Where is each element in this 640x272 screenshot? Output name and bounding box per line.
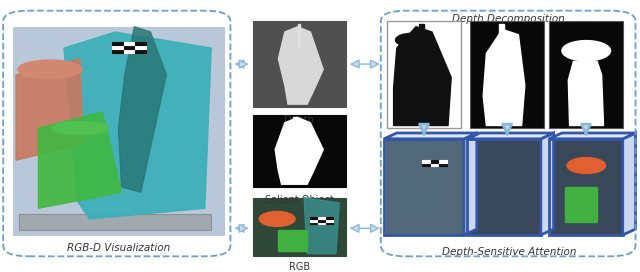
- Polygon shape: [275, 118, 323, 184]
- Bar: [386, 139, 463, 234]
- Bar: [19, 214, 211, 230]
- Circle shape: [567, 157, 605, 174]
- Bar: [422, 160, 430, 163]
- Bar: [470, 21, 544, 128]
- Text: Salient Object: Salient Object: [265, 195, 333, 205]
- Polygon shape: [384, 133, 477, 139]
- Circle shape: [562, 41, 611, 61]
- Bar: [387, 21, 461, 128]
- Bar: [326, 219, 333, 222]
- Bar: [422, 163, 430, 166]
- Bar: [124, 50, 134, 53]
- Bar: [253, 197, 346, 256]
- Polygon shape: [419, 24, 424, 48]
- Bar: [253, 115, 346, 187]
- Polygon shape: [278, 230, 307, 251]
- Bar: [431, 163, 438, 166]
- Text: RGB-D Visualization: RGB-D Visualization: [67, 243, 170, 253]
- Bar: [551, 139, 621, 234]
- Ellipse shape: [51, 122, 109, 135]
- Polygon shape: [394, 27, 451, 125]
- Bar: [135, 50, 146, 53]
- Polygon shape: [565, 187, 597, 222]
- Bar: [439, 160, 447, 163]
- Bar: [326, 222, 333, 224]
- Polygon shape: [499, 24, 504, 51]
- Circle shape: [396, 33, 428, 47]
- Polygon shape: [483, 29, 525, 125]
- Bar: [549, 21, 623, 128]
- Bar: [326, 217, 333, 219]
- Bar: [431, 160, 438, 163]
- Bar: [13, 27, 224, 235]
- Polygon shape: [467, 133, 554, 139]
- Polygon shape: [549, 133, 636, 139]
- Text: Depth Decomposition: Depth Decomposition: [452, 14, 565, 24]
- Bar: [135, 46, 146, 50]
- Bar: [310, 222, 317, 224]
- Bar: [124, 46, 134, 50]
- Polygon shape: [568, 61, 604, 125]
- Bar: [310, 217, 317, 219]
- Polygon shape: [278, 27, 323, 104]
- Bar: [318, 217, 325, 219]
- Polygon shape: [541, 133, 554, 235]
- Polygon shape: [464, 133, 477, 235]
- Polygon shape: [304, 197, 339, 254]
- Polygon shape: [623, 133, 636, 235]
- Text: RGB: RGB: [289, 262, 310, 272]
- Polygon shape: [298, 24, 300, 48]
- Text: Depth-Sensitive Attention: Depth-Sensitive Attention: [442, 247, 576, 257]
- Polygon shape: [38, 112, 122, 208]
- Bar: [439, 163, 447, 166]
- Polygon shape: [64, 32, 211, 219]
- Circle shape: [259, 211, 295, 226]
- Ellipse shape: [18, 60, 82, 79]
- Polygon shape: [293, 118, 298, 139]
- Polygon shape: [16, 59, 83, 160]
- Bar: [135, 42, 146, 45]
- Polygon shape: [118, 27, 166, 192]
- Bar: [318, 219, 325, 222]
- Bar: [124, 42, 134, 45]
- Text: Depth: Depth: [284, 115, 314, 125]
- Bar: [112, 42, 123, 45]
- Bar: [112, 50, 123, 53]
- Bar: [253, 21, 346, 107]
- Bar: [318, 222, 325, 224]
- Bar: [310, 219, 317, 222]
- Bar: [469, 139, 540, 234]
- Bar: [112, 46, 123, 50]
